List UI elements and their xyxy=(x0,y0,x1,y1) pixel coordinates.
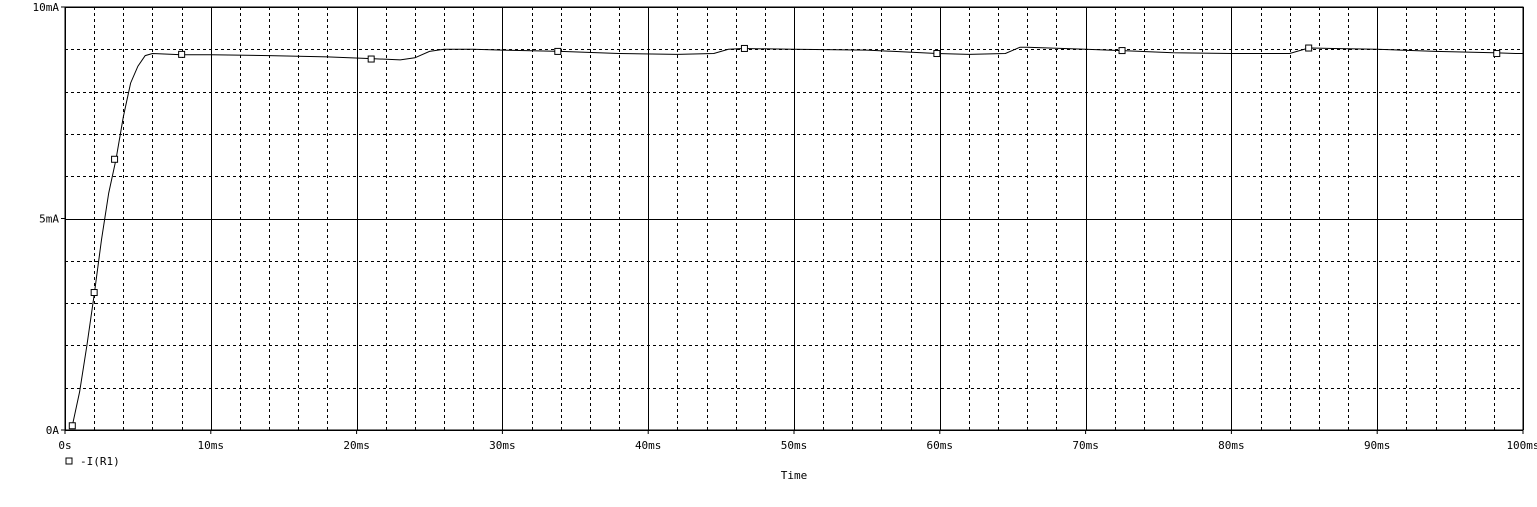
y-tick-label: 5mA xyxy=(39,213,59,226)
x-axis-label: Time xyxy=(781,469,808,482)
x-tick-label: 70ms xyxy=(1072,439,1099,452)
x-tick-label: 80ms xyxy=(1218,439,1245,452)
series-marker xyxy=(740,44,748,52)
x-tick-label: 60ms xyxy=(927,439,954,452)
series-marker xyxy=(1118,47,1126,55)
legend-marker-icon xyxy=(65,457,73,465)
series-marker xyxy=(933,50,941,58)
series-marker xyxy=(90,289,98,297)
series-marker xyxy=(554,47,562,55)
legend: -I(R1) xyxy=(65,455,120,468)
series-marker xyxy=(111,155,119,163)
series-line xyxy=(71,46,1523,426)
series-layer xyxy=(68,44,1523,430)
y-tick-label: 0A xyxy=(46,424,60,437)
axis-ticks: 0s 10ms 20ms 30ms 40ms 50ms 60ms 70ms 80ms 90ms 10… xyxy=(33,1,1537,452)
series-marker xyxy=(1305,44,1313,52)
x-tick-label: 50ms xyxy=(781,439,808,452)
x-tick-label: 20ms xyxy=(343,439,370,452)
series-marker xyxy=(68,422,76,430)
series-marker xyxy=(367,55,375,63)
y-tick-label: 10mA xyxy=(33,1,60,14)
series-marker xyxy=(1493,50,1501,58)
grid xyxy=(65,7,1524,431)
x-tick-label: 90ms xyxy=(1364,439,1391,452)
x-tick-label: 100ms xyxy=(1506,439,1537,452)
x-tick-label: 0s xyxy=(58,439,71,452)
x-tick-label: 10ms xyxy=(198,439,225,452)
legend-label: -I(R1) xyxy=(80,455,120,468)
x-tick-label: 40ms xyxy=(635,439,662,452)
series-marker xyxy=(178,50,186,58)
x-tick-label: 30ms xyxy=(489,439,516,452)
